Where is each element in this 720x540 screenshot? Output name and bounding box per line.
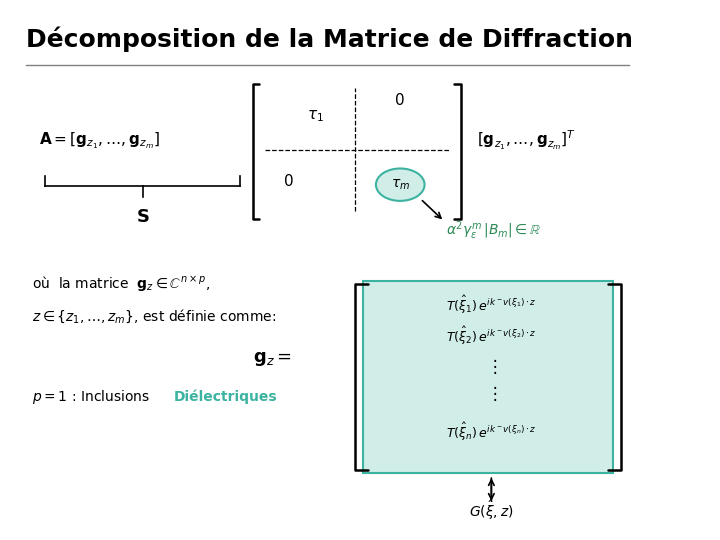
Text: $\mathbf{A} = [\mathbf{g}_{z_1}, \ldots, \mathbf{g}_{z_m}]$: $\mathbf{A} = [\mathbf{g}_{z_1}, \ldots,… xyxy=(39,130,160,151)
Text: $\tau_m$: $\tau_m$ xyxy=(391,178,410,192)
Text: $\vdots$: $\vdots$ xyxy=(486,356,497,376)
Text: $T(\hat{\xi}_2)\, e^{ik^-v(\xi_2)\cdot z}$: $T(\hat{\xi}_2)\, e^{ik^-v(\xi_2)\cdot z… xyxy=(446,325,536,347)
Text: $0$: $0$ xyxy=(394,92,404,108)
Text: $T(\hat{\xi}_n)\, e^{ik^-v(\xi_n)\cdot z}$: $T(\hat{\xi}_n)\, e^{ik^-v(\xi_n)\cdot z… xyxy=(446,421,536,443)
Text: $G(\hat{\xi}, z)$: $G(\hat{\xi}, z)$ xyxy=(469,498,513,522)
Ellipse shape xyxy=(376,168,425,201)
Text: $z \in \{z_1, \ldots, z_m\}$, est définie comme:: $z \in \{z_1, \ldots, z_m\}$, est défini… xyxy=(32,307,276,325)
Text: $\alpha^2 \gamma_\varepsilon^m \,|B_m| \in \mathbb{R}$: $\alpha^2 \gamma_\varepsilon^m \,|B_m| \… xyxy=(446,219,541,242)
Text: $\vdots$: $\vdots$ xyxy=(486,383,497,403)
Text: $[\mathbf{g}_{z_1}, \ldots, \mathbf{g}_{z_m}]^T$: $[\mathbf{g}_{z_1}, \ldots, \mathbf{g}_{… xyxy=(477,129,576,152)
Text: $\tau_1$: $\tau_1$ xyxy=(307,108,324,124)
Text: où  la matrice  $\mathbf{g}_z \in \mathbb{C}^{n \times p}$,: où la matrice $\mathbf{g}_z \in \mathbb{… xyxy=(32,274,211,293)
Text: $\mathbf{g}_z =$: $\mathbf{g}_z =$ xyxy=(253,350,292,368)
Text: Décomposition de la Matrice de Diffraction: Décomposition de la Matrice de Diffracti… xyxy=(26,27,633,52)
FancyBboxPatch shape xyxy=(364,281,613,472)
Text: $p = 1$ : Inclusions: $p = 1$ : Inclusions xyxy=(32,388,151,406)
Text: $T(\hat{\xi}_1)\, e^{ik^-v(\xi_1)\cdot z}$: $T(\hat{\xi}_1)\, e^{ik^-v(\xi_1)\cdot z… xyxy=(446,294,536,316)
Text: Diélectriques: Diélectriques xyxy=(174,390,277,404)
Text: $0$: $0$ xyxy=(284,173,294,189)
Text: $\mathbf{S}$: $\mathbf{S}$ xyxy=(136,208,150,226)
